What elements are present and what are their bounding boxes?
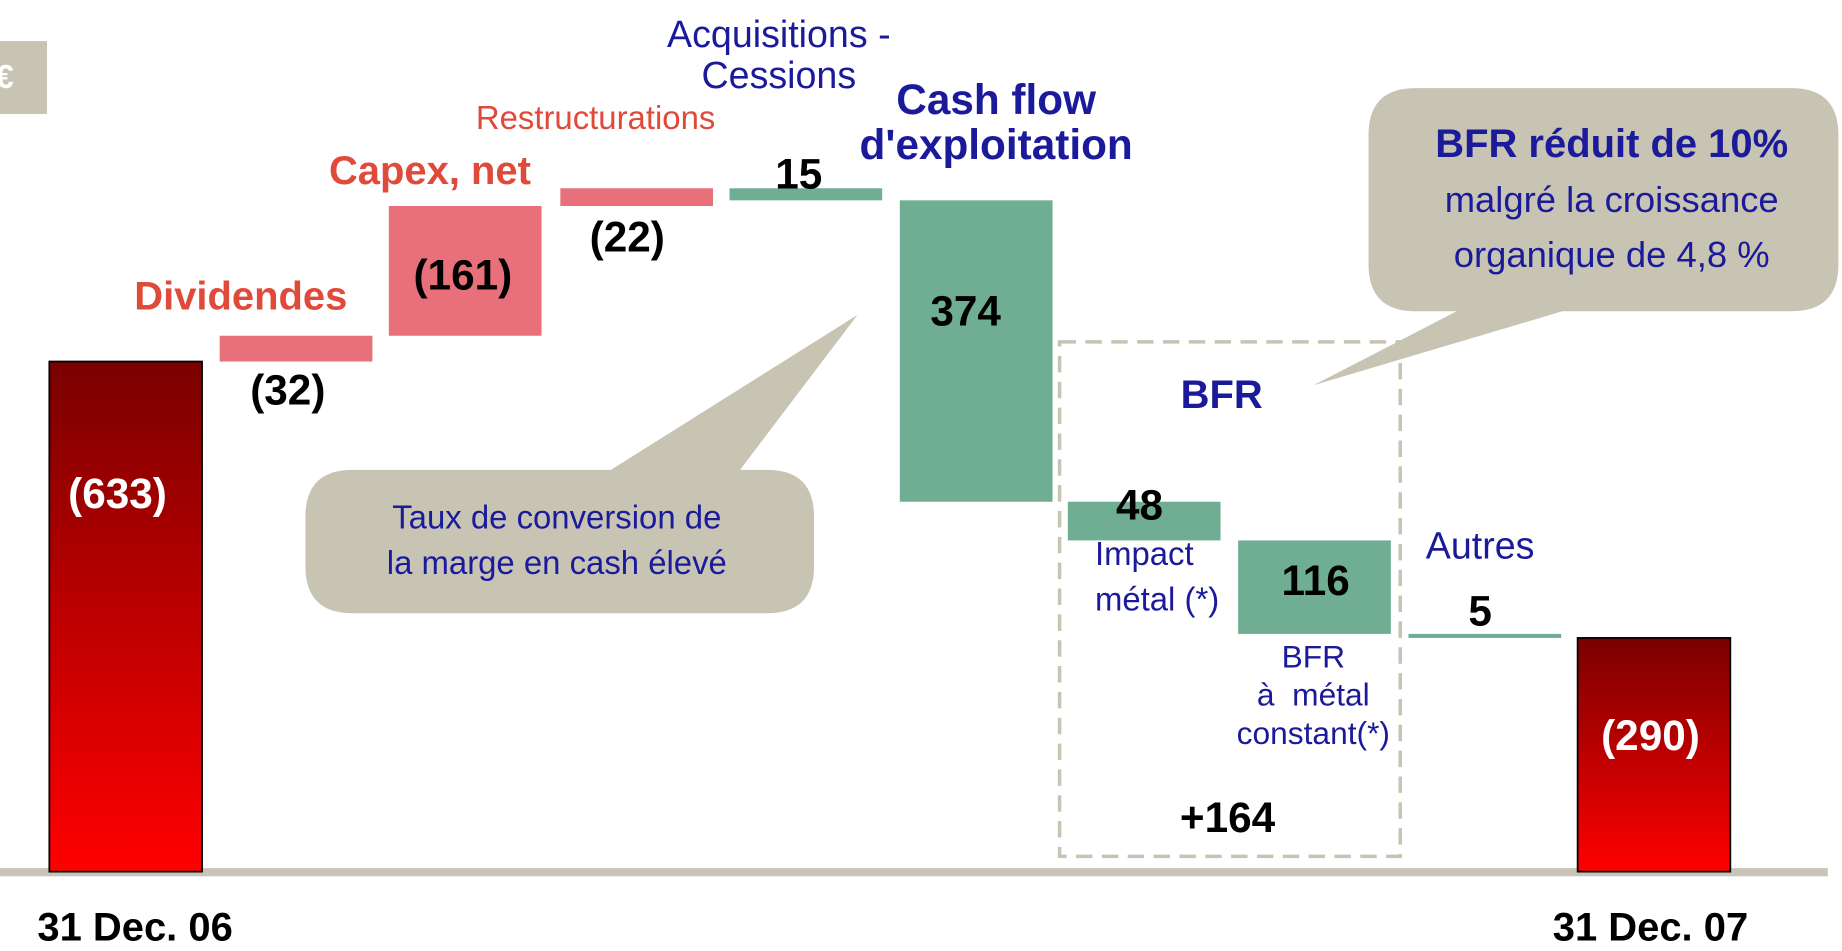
- group-total: +164: [1179, 793, 1276, 842]
- bfr-box: [1057, 340, 1403, 859]
- callout-shape: [305, 314, 858, 614]
- baseline: [0, 868, 1828, 877]
- category-label: Impact métal (*): [1094, 535, 1220, 618]
- category-label: Dividendes: [134, 274, 348, 319]
- bar: [388, 206, 542, 336]
- bar: [1067, 501, 1221, 541]
- callout-title: BFR réduit de 10%: [1435, 121, 1789, 167]
- callout-shape: [1313, 88, 1839, 386]
- value-label: (633): [68, 469, 167, 518]
- unit-label: €: [0, 59, 14, 97]
- category-label: BFR à métal constant(*): [1236, 639, 1391, 751]
- bar: [1576, 637, 1732, 873]
- callout-text: malgré la croissance organique de 4,8 %: [1444, 179, 1779, 275]
- value-label: 48: [1115, 480, 1163, 529]
- category-label: Cash flow d'exploitation: [859, 75, 1133, 168]
- category-label: Capex, net: [328, 148, 531, 194]
- bar: [48, 360, 203, 873]
- bar: [560, 188, 714, 207]
- bar: [899, 200, 1053, 502]
- category-label: 31 Dec. 06: [37, 905, 233, 950]
- bar: [219, 335, 373, 362]
- category-label: Restructurations: [475, 99, 716, 137]
- value-label: (161): [413, 250, 513, 299]
- value-label: 5: [1468, 586, 1492, 635]
- unit-box: [0, 41, 47, 114]
- value-label: (22): [589, 212, 665, 262]
- bar: [1238, 540, 1391, 634]
- value-label: (290): [1601, 711, 1700, 760]
- value-label: 116: [1281, 555, 1350, 605]
- category-label: 31 Dec. 07: [1552, 905, 1749, 950]
- callout-text: Taux de conversion de la marge en cash é…: [386, 499, 727, 582]
- bar: [729, 188, 883, 201]
- category-label: Autres: [1425, 524, 1535, 567]
- value-label: 15: [775, 149, 823, 198]
- bar: [1408, 633, 1562, 638]
- category-label: Acquisitions - Cessions: [667, 12, 891, 97]
- group-title: BFR: [1180, 372, 1263, 418]
- value-label: (32): [250, 365, 326, 414]
- value-label: 374: [930, 286, 1001, 336]
